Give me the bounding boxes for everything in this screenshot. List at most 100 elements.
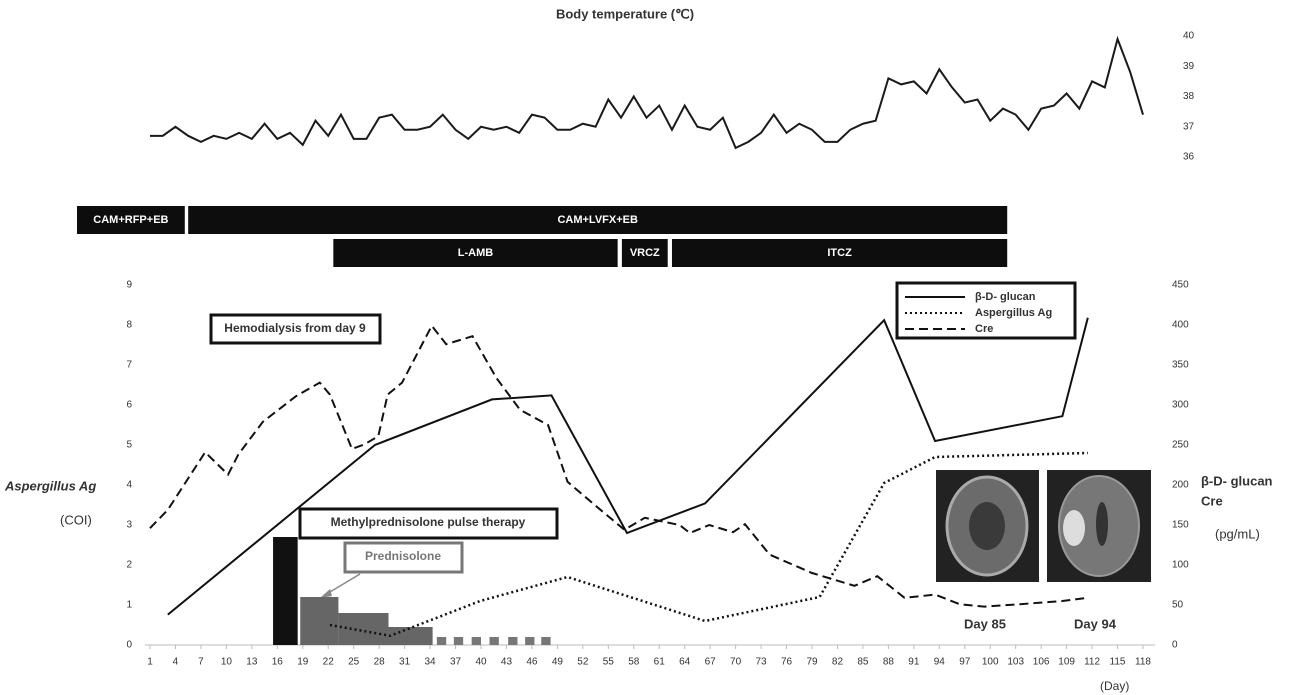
y-tick-label: 3 (126, 520, 132, 531)
chart-title: Body temperature (℃) (556, 6, 694, 21)
x-tick-label: 25 (348, 657, 360, 668)
annotation: Prednisolone (365, 549, 441, 563)
x-tick-label: 88 (883, 657, 895, 668)
x-tick-label: 79 (806, 657, 818, 668)
x-tick-label: 37 (450, 657, 462, 668)
x-tick-label: 64 (679, 657, 691, 668)
y-tick-label: 5 (126, 440, 132, 451)
x-tick-label: 52 (577, 657, 589, 668)
y2-tick-label: 400 (1172, 320, 1189, 331)
x-tick-label: 40 (475, 657, 487, 668)
x-tick-label: 67 (705, 657, 717, 668)
y-tick-label: 8 (126, 320, 132, 331)
legend-label: Aspergillus Ag (975, 307, 1052, 319)
x-tick-label: 61 (654, 657, 666, 668)
steroid-bar (437, 637, 446, 645)
y2-tick-label: 200 (1172, 480, 1189, 491)
y2-tick-label: 250 (1172, 440, 1189, 451)
x-tick-label: 7 (198, 657, 204, 668)
y-tick-label: 9 (126, 280, 132, 291)
x-tick-label: 109 (1058, 657, 1075, 668)
x-tick-label: 97 (959, 657, 971, 668)
y-tick-label: 4 (126, 480, 132, 491)
x-tick-label: 13 (246, 657, 258, 668)
x-tick-label: 19 (297, 657, 309, 668)
y-tick-label: 40 (1183, 31, 1195, 42)
x-tick-label: 46 (526, 657, 538, 668)
x-tick-label: 85 (857, 657, 869, 668)
steroid-bar (300, 597, 338, 645)
x-tick-label: 34 (425, 657, 437, 668)
x-tick-label: 28 (374, 657, 386, 668)
y2-axis-label: β-D- glucan (1201, 473, 1273, 488)
x-tick-label: 76 (781, 657, 793, 668)
temperature-line (150, 39, 1143, 148)
x-tick-label: 43 (501, 657, 513, 668)
y-axis-label: Aspergillus Ag (4, 478, 96, 493)
regimen-label: VRCZ (630, 247, 660, 259)
x-tick-label: 82 (832, 657, 844, 668)
steroid-bar (508, 637, 517, 645)
image-caption: Day 94 (1074, 616, 1117, 631)
image-caption: Day 85 (964, 616, 1006, 631)
y-tick-label: 36 (1183, 152, 1195, 163)
y-tick-label: 39 (1183, 61, 1195, 72)
x-tick-label: 22 (323, 657, 335, 668)
ct-ventricle (969, 502, 1005, 550)
annotation: Methylprednisolone pulse therapy (331, 515, 526, 529)
annotation: Hemodialysis from day 9 (224, 321, 366, 335)
y2-tick-label: 450 (1172, 280, 1189, 291)
steroid-bar (525, 637, 534, 645)
x-tick-label: 100 (982, 657, 999, 668)
y2-tick-label: 150 (1172, 520, 1189, 531)
x-tick-label: 70 (730, 657, 742, 668)
regimen-label: ITCZ (827, 247, 852, 259)
y2-tick-label: 0 (1172, 640, 1178, 651)
y-tick-label: 0 (126, 640, 132, 651)
steroid-bar (273, 537, 298, 645)
y-tick-label: 38 (1183, 91, 1195, 102)
steroid-bar (489, 637, 498, 645)
steroid-bar (541, 637, 550, 645)
steroid-bar (454, 637, 463, 645)
legend-label: β-D- glucan (975, 291, 1036, 303)
x-tick-label: 16 (272, 657, 284, 668)
mri-ventricle (1096, 502, 1108, 546)
regimen-label: L-AMB (458, 247, 493, 259)
x-tick-label: 73 (756, 657, 768, 668)
arrowhead (320, 589, 332, 598)
y2-axis-label: Cre (1201, 493, 1223, 508)
y2-axis-unit: (pg/mL) (1215, 526, 1260, 541)
y-tick-label: 37 (1183, 121, 1195, 132)
y2-tick-label: 350 (1172, 360, 1189, 371)
steroid-bar (472, 637, 481, 645)
x-tick-label: 58 (628, 657, 640, 668)
y2-tick-label: 300 (1172, 400, 1189, 411)
regimen-label: CAM+RFP+EB (93, 214, 168, 226)
x-axis-unit: (Day) (1100, 679, 1129, 693)
regimen-label: CAM+LVFX+EB (557, 214, 638, 226)
x-tick-label: 4 (173, 657, 179, 668)
x-tick-label: 55 (603, 657, 615, 668)
x-tick-label: 112 (1084, 657, 1100, 668)
y-tick-label: 2 (126, 560, 132, 571)
x-tick-label: 118 (1135, 657, 1151, 668)
x-tick-label: 31 (399, 657, 411, 668)
x-tick-label: 91 (908, 657, 920, 668)
x-tick-label: 103 (1007, 657, 1024, 668)
y2-tick-label: 50 (1172, 600, 1184, 611)
y-tick-label: 7 (126, 360, 132, 371)
y-tick-label: 6 (126, 400, 132, 411)
x-tick-label: 94 (934, 657, 946, 668)
x-tick-label: 1 (147, 657, 153, 668)
figure: Body temperature (℃) Aspergillus Ag (COI… (0, 0, 1294, 695)
steroid-bar (388, 627, 432, 645)
y-tick-label: 1 (126, 600, 132, 611)
x-tick-label: 115 (1110, 657, 1126, 668)
y2-tick-label: 100 (1172, 560, 1189, 571)
x-tick-label: 106 (1033, 657, 1050, 668)
x-tick-label: 10 (221, 657, 233, 668)
legend-label: Cre (975, 323, 993, 335)
y-axis-unit: (COI) (60, 512, 92, 527)
x-tick-label: 49 (552, 657, 564, 668)
